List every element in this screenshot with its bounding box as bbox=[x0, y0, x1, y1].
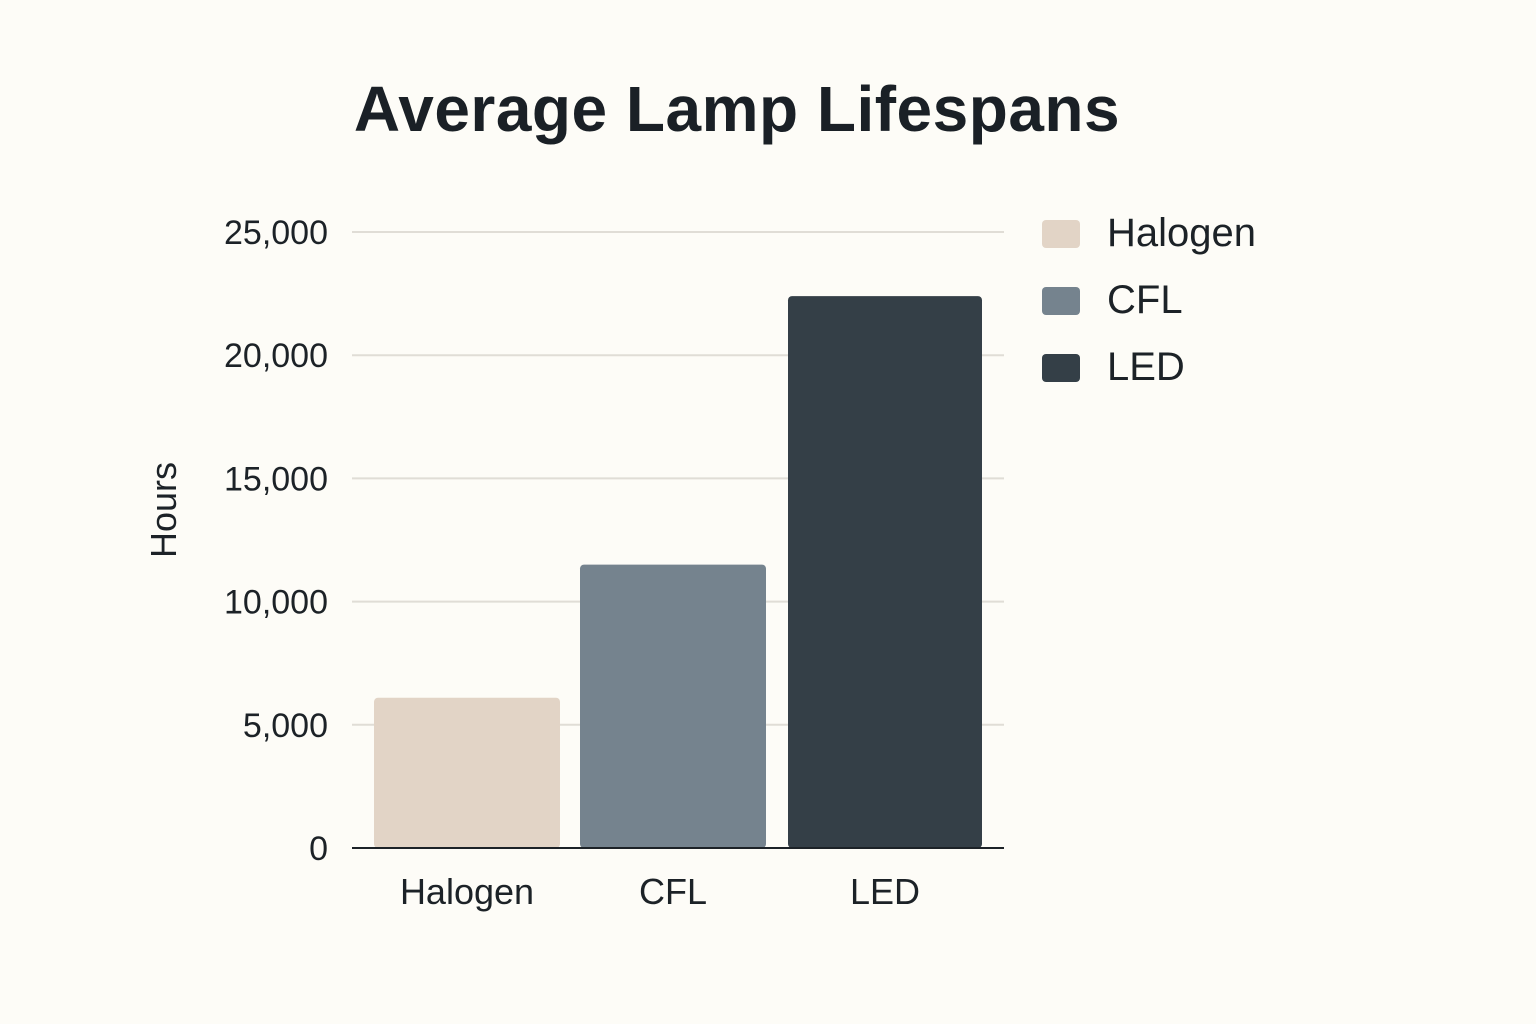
legend-swatch bbox=[1042, 219, 1080, 248]
chart-title: Average Lamp Lifespans bbox=[353, 73, 1121, 145]
bars bbox=[374, 296, 982, 849]
x-category-label: CFL bbox=[639, 871, 707, 912]
legend-item-cfl: CFL bbox=[1042, 267, 1256, 334]
x-category-label: LED bbox=[850, 871, 920, 912]
x-category-labels: Halogen CFL LED bbox=[400, 871, 920, 912]
x-category-label: Halogen bbox=[400, 871, 534, 912]
legend-swatch bbox=[1042, 286, 1080, 315]
y-tick-label: 20,000 bbox=[224, 337, 328, 375]
y-axis-label: Hours bbox=[143, 462, 184, 558]
y-tick-label: 10,000 bbox=[224, 584, 328, 622]
legend-label: LED bbox=[1107, 345, 1185, 389]
legend: Halogen CFL LED bbox=[1042, 200, 1256, 401]
y-tick-label: 25,000 bbox=[224, 214, 328, 252]
legend-item-halogen: Halogen bbox=[1042, 200, 1256, 267]
bar-halogen bbox=[374, 697, 560, 848]
legend-label: CFL bbox=[1107, 278, 1183, 322]
y-tick-label: 5,000 bbox=[243, 707, 328, 745]
legend-item-led: LED bbox=[1042, 334, 1256, 401]
y-tick-label: 15,000 bbox=[224, 460, 328, 498]
y-tick-labels: 0 5,000 10,000 15,000 20,000 25,000 bbox=[224, 214, 328, 868]
legend-label: Halogen bbox=[1107, 211, 1257, 255]
bar-cfl bbox=[580, 564, 766, 848]
bar-led bbox=[788, 296, 982, 849]
y-tick-label: 0 bbox=[309, 830, 328, 868]
legend-swatch bbox=[1042, 353, 1080, 382]
